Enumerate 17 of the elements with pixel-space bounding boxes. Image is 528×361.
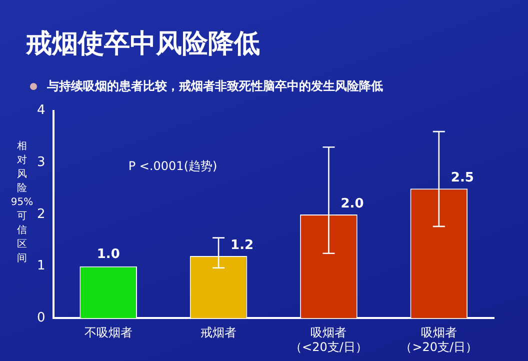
y-tick-label: 4 xyxy=(36,103,46,118)
x-tick-label: 不吸烟者 xyxy=(84,326,132,340)
x-tick-label: 戒烟者 xyxy=(200,326,237,340)
annotation: P <.0001(趋势) xyxy=(128,158,218,173)
data-label: 1.2 xyxy=(230,238,254,253)
data-label: 2.5 xyxy=(450,170,474,186)
y-tick-label: 1 xyxy=(36,258,46,274)
chart-title: 戒烟使卒中风险降低 xyxy=(26,28,260,61)
x-tick-label: 吸烟者（<20支/日） xyxy=(290,326,368,354)
chart-subtitle: 与持续吸烟的患者比较，戒烟者非致死性脑卒中的发生风险降低 xyxy=(47,78,383,95)
y-tick-label: 0 xyxy=(36,310,46,326)
data-label: 1.0 xyxy=(96,247,120,262)
text: 相对风险 95% 可信区间 xyxy=(10,141,34,264)
data-label: 2.0 xyxy=(340,196,364,212)
x-tick-label: 吸烟者（>20支/日） xyxy=(400,326,478,354)
y-tick-label: 3 xyxy=(36,155,46,170)
y-tick-label: 2 xyxy=(36,206,46,222)
